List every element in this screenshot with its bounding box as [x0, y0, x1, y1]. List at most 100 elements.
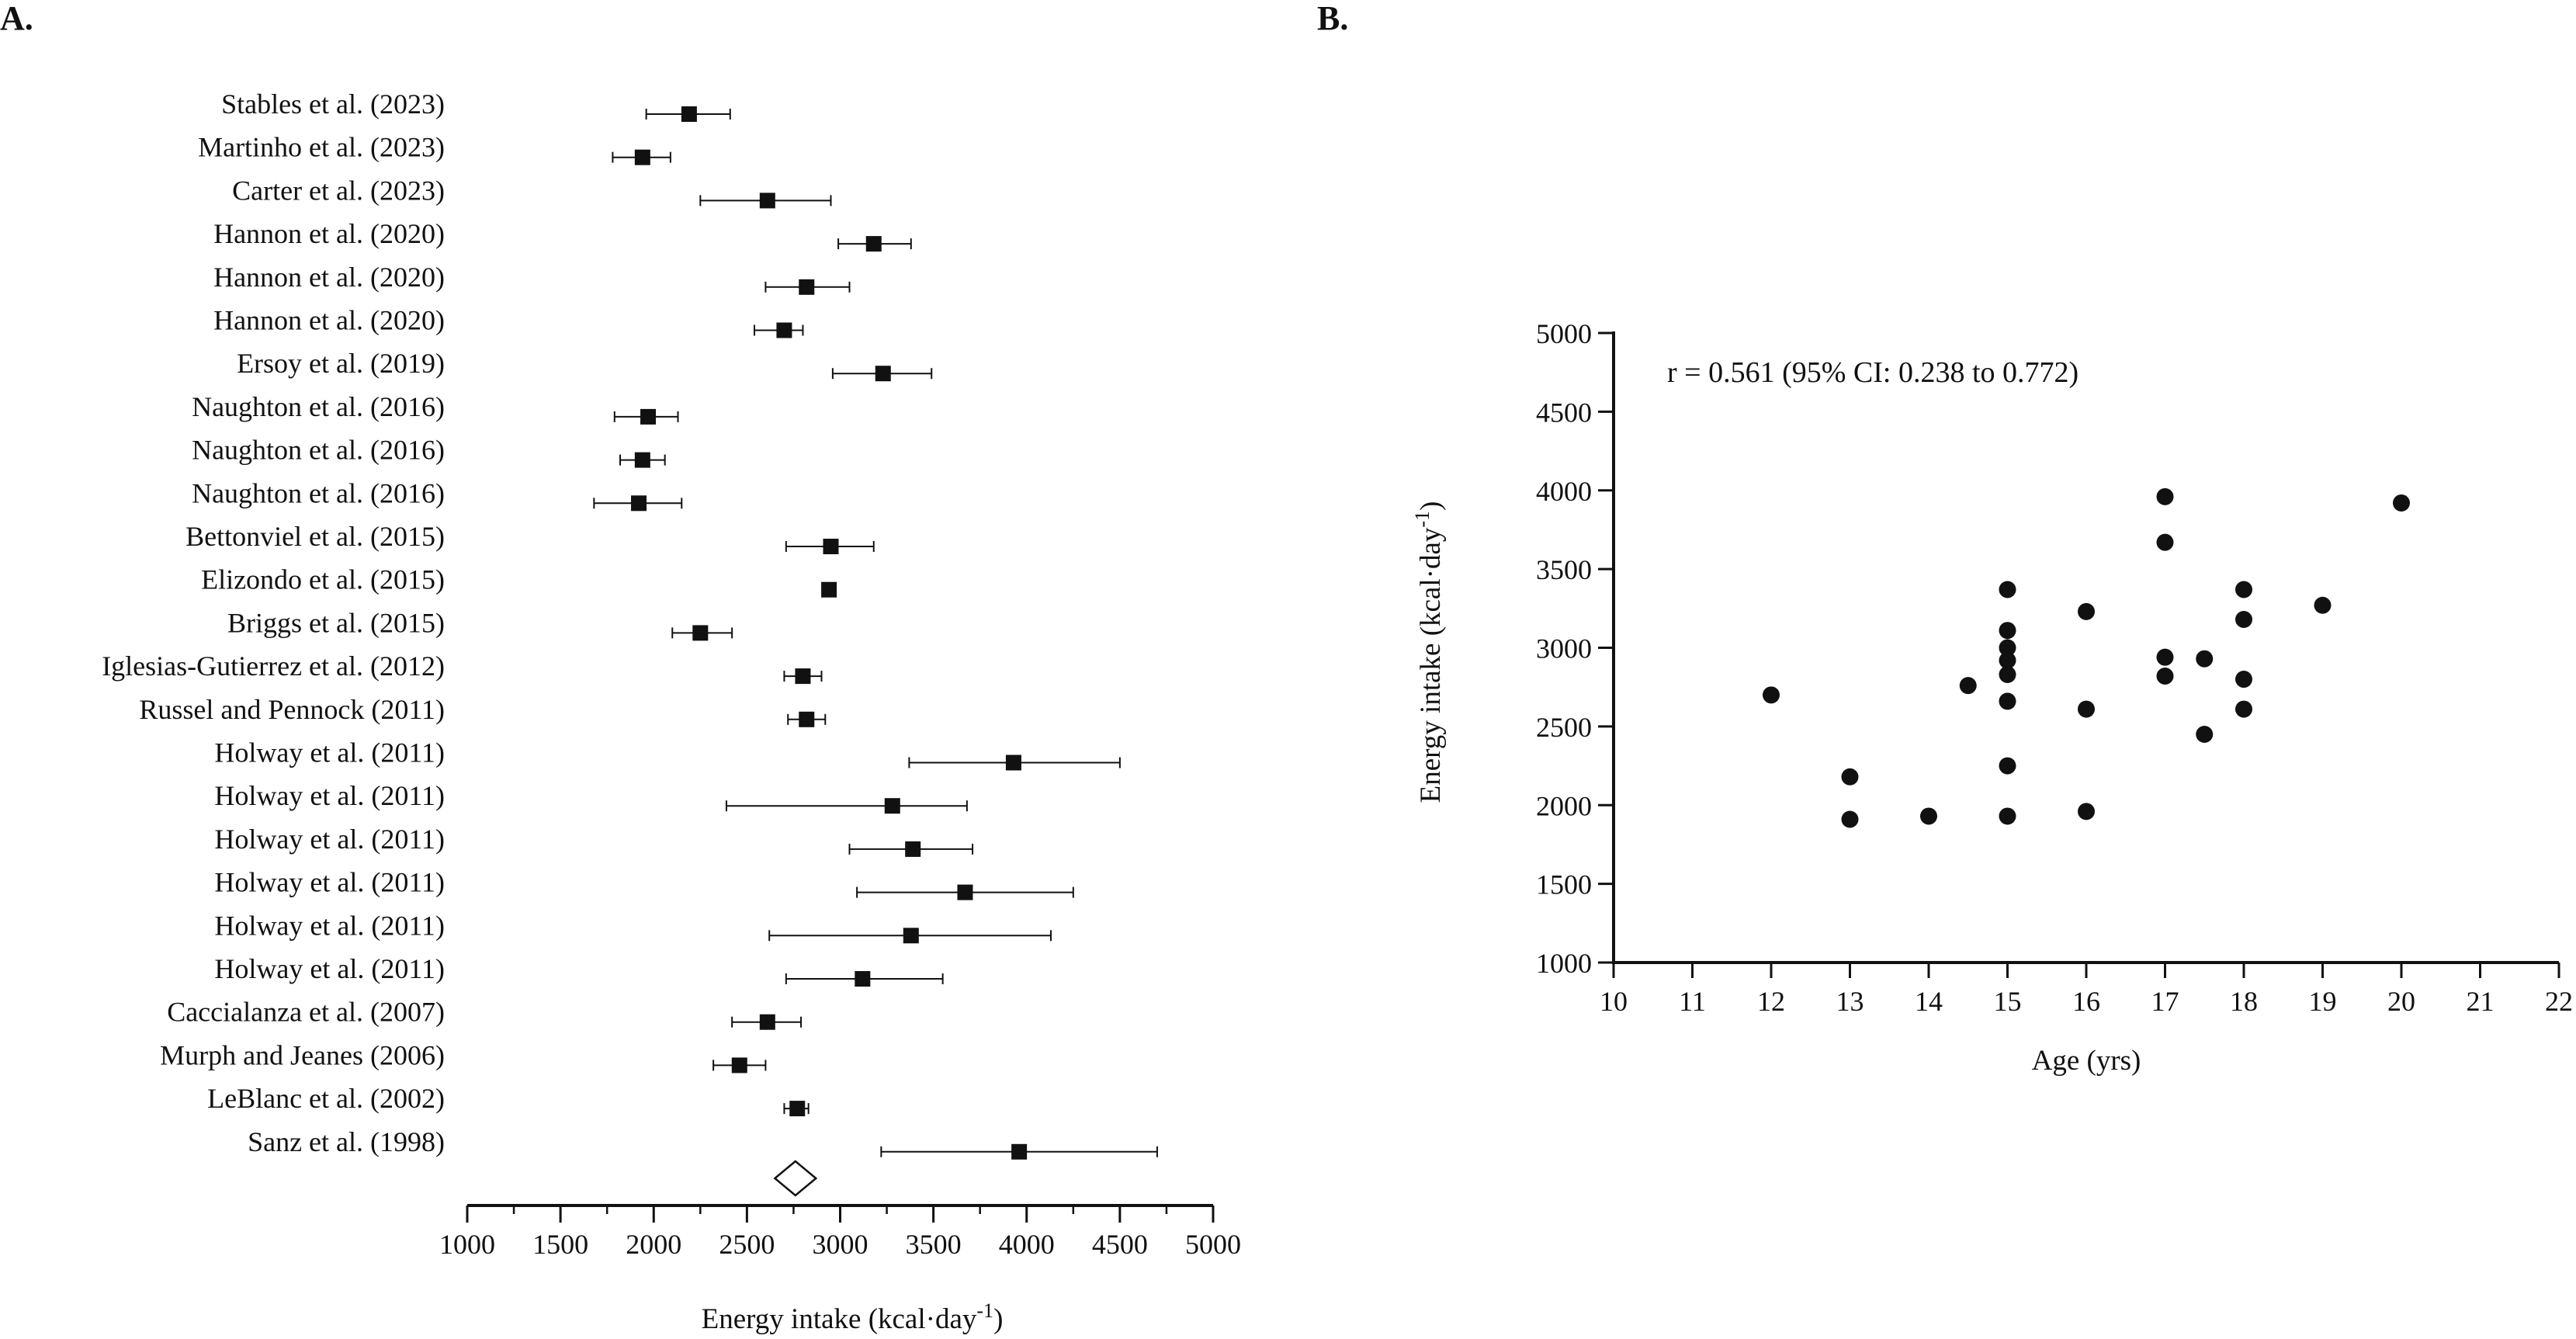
scatter-point: [1999, 639, 2016, 657]
scatter-point: [1841, 768, 1859, 786]
study-label: Naughton et al. (2016): [192, 391, 445, 422]
scatter-point: [1841, 810, 1859, 828]
x-tick-label: 18: [2230, 986, 2258, 1017]
scatter-point: [1999, 807, 2016, 825]
scatter-point: [1999, 665, 2016, 683]
x-tick-label: 10: [1600, 986, 1628, 1017]
x-tick-label: 14: [1915, 986, 1943, 1017]
x-tick-label: 16: [2072, 986, 2100, 1017]
panel-a-label: A.: [0, 0, 33, 37]
study-mean-marker: [957, 884, 973, 900]
scatter-point: [2078, 803, 2095, 820]
scatter-plot-panel: B. r = 0.561 (95% CI: 0.238 to 0.772) 10…: [1317, 0, 2573, 1077]
scatter-point: [1763, 686, 1780, 704]
forest-rows: Stables et al. (2023) Martinho et al. (20…: [102, 88, 1158, 1197]
x-tick-label: 4500: [1092, 1229, 1148, 1260]
study-mean-marker: [681, 106, 697, 122]
study-mean-marker: [692, 625, 709, 641]
study-label: Hannon et al. (2020): [213, 218, 445, 249]
scatter-point: [2156, 667, 2174, 685]
study-label: Holway et al. (2011): [214, 780, 445, 811]
x-tick-label: 1500: [532, 1229, 588, 1260]
y-tick-label: 4500: [1536, 397, 1592, 428]
study-mean-marker: [799, 279, 815, 295]
study-mean-marker: [905, 841, 921, 857]
x-tick-label: 13: [1836, 986, 1864, 1017]
scatter-point: [2156, 533, 2174, 551]
scatter-point: [1999, 581, 2016, 598]
x-tick-label: 4000: [999, 1229, 1055, 1260]
x-tick-label: 3500: [906, 1229, 962, 1260]
study-mean-marker: [875, 366, 891, 382]
scatter-point: [2078, 602, 2095, 620]
y-tick-label: 3500: [1536, 554, 1592, 585]
study-label: Stables et al. (2023): [221, 88, 445, 120]
scatter-point: [2393, 494, 2410, 512]
scatter-point: [2235, 700, 2252, 718]
scatter-axes: 1000 1500 2000 2500 3000 3500 4000 4500 5000 10 11…: [1536, 318, 2573, 1017]
pooled-estimate-diamond: [773, 1160, 818, 1197]
x-tick-label: 3000: [813, 1229, 868, 1260]
y-tick-label: 1500: [1536, 869, 1592, 900]
scatter-point: [2196, 650, 2214, 668]
study-label: Martinho et al. (2023): [198, 132, 445, 163]
study-label: Elizondo et al. (2015): [201, 564, 445, 595]
scatter-point: [1999, 622, 2016, 640]
study-mean-marker: [903, 928, 919, 944]
study-mean-marker: [759, 1014, 775, 1030]
study-label: Iglesias-Gutierrez et al. (2012): [102, 650, 445, 682]
forest-plot-panel: A. Stables et al. (2023) Martinho et al. …: [0, 0, 1241, 1335]
study-mean-marker: [1005, 754, 1021, 771]
scatter-point: [1959, 677, 1977, 695]
study-mean-marker: [634, 149, 650, 165]
study-mean-marker: [789, 1101, 806, 1117]
correlation-annotation: r = 0.561 (95% CI: 0.238 to 0.772): [1667, 356, 2078, 389]
x-tick-label: 2000: [626, 1229, 681, 1260]
x-tick-label: 17: [2151, 986, 2179, 1017]
scatter-x-axis-title: Age (yrs): [2032, 1045, 2141, 1077]
y-tick-label: 1000: [1536, 948, 1592, 979]
scatter-points: [1763, 487, 2410, 828]
scatter-point: [2235, 581, 2252, 598]
x-tick-label: 21: [2467, 986, 2495, 1017]
forest-x-axis: 1000 1500 2000 2500 3000 3500 4000 4500 5000: [439, 1204, 1241, 1260]
scatter-point: [2235, 611, 2252, 629]
x-tick-label: 22: [2545, 986, 2573, 1017]
study-mean-marker: [1011, 1143, 1028, 1160]
y-tick-label: 5000: [1536, 318, 1592, 349]
study-mean-marker: [799, 711, 815, 727]
study-mean-marker: [631, 495, 647, 512]
study-label: Naughton et al. (2016): [192, 477, 445, 508]
x-tick-label: 15: [1994, 986, 2022, 1017]
scatter-point: [2314, 596, 2332, 614]
study-label: Hannon et al. (2020): [213, 262, 445, 293]
study-label: Ersoy et al. (2019): [237, 348, 445, 379]
x-tick-label: 1000: [439, 1229, 495, 1260]
y-tick-label: 2500: [1536, 712, 1592, 743]
scatter-point: [1920, 807, 1937, 825]
study-label: Naughton et al. (2016): [192, 435, 445, 466]
study-label: Holway et al. (2011): [214, 737, 445, 768]
x-tick-label: 19: [2309, 986, 2337, 1017]
study-label: Murph and Jeanes (2006): [160, 1039, 445, 1070]
study-mean-marker: [865, 236, 882, 252]
forest-x-axis-title: Energy intake (kcal·day-1): [702, 1299, 1004, 1335]
study-mean-marker: [759, 193, 775, 209]
study-label: Hannon et al. (2020): [213, 305, 445, 336]
x-tick-label: 12: [1757, 986, 1785, 1017]
study-label: Sanz et al. (1998): [248, 1126, 445, 1157]
scatter-point: [2196, 726, 2214, 744]
study-label: Carter et al. (2023): [232, 175, 445, 206]
study-mean-marker: [795, 668, 811, 685]
x-tick-label: 5000: [1185, 1229, 1241, 1260]
study-mean-marker: [776, 322, 792, 338]
scatter-point: [2078, 700, 2095, 718]
scatter-point: [1999, 757, 2016, 775]
study-mean-marker: [855, 971, 871, 987]
study-label: Caccialanza et al. (2007): [167, 997, 445, 1028]
study-label: LeBlanc et al. (2002): [207, 1083, 445, 1114]
x-tick-label: 20: [2387, 986, 2415, 1017]
study-label: Russel and Pennock (2011): [139, 694, 445, 725]
scatter-point: [2156, 487, 2174, 505]
